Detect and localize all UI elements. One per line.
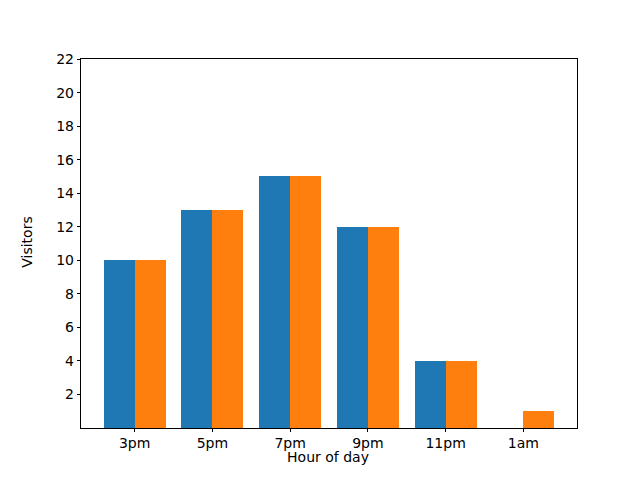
x-axis-label: Hour of day <box>80 449 576 465</box>
y-tick-mark <box>77 327 81 328</box>
bar-orange-11pm <box>446 361 477 428</box>
bar-blue-5pm <box>181 210 212 428</box>
y-tick-label: 4 <box>65 353 74 369</box>
y-tick-label: 14 <box>56 185 74 201</box>
plot-area: 2468101214161820223pm5pm7pm9pm11pm1am <box>80 58 578 429</box>
y-tick-mark <box>77 59 81 60</box>
y-axis-label: Visitors <box>19 216 35 267</box>
bar-orange-3pm <box>135 260 166 428</box>
y-tick-mark <box>77 293 81 294</box>
y-tick-mark <box>77 126 81 127</box>
y-tick-mark <box>77 360 81 361</box>
y-tick-label: 16 <box>56 152 74 168</box>
x-tick-mark <box>212 428 213 432</box>
figure-canvas: 2468101214161820223pm5pm7pm9pm11pm1am Ho… <box>0 0 640 480</box>
x-tick-mark <box>290 428 291 432</box>
x-tick-mark <box>367 428 368 432</box>
y-tick-label: 20 <box>56 85 74 101</box>
x-tick-mark <box>134 428 135 432</box>
y-tick-mark <box>77 92 81 93</box>
y-tick-label: 10 <box>56 252 74 268</box>
x-tick-mark <box>523 428 524 432</box>
y-tick-label: 8 <box>65 286 74 302</box>
y-tick-mark <box>77 394 81 395</box>
y-tick-mark <box>77 159 81 160</box>
bar-orange-7pm <box>290 176 321 428</box>
y-tick-mark <box>77 226 81 227</box>
bar-orange-9pm <box>368 227 399 428</box>
bar-orange-1am <box>523 411 554 428</box>
bar-orange-5pm <box>212 210 243 428</box>
y-tick-mark <box>77 260 81 261</box>
bar-blue-9pm <box>337 227 368 428</box>
y-tick-label: 22 <box>56 51 74 67</box>
y-tick-label: 12 <box>56 219 74 235</box>
y-tick-label: 18 <box>56 118 74 134</box>
y-tick-mark <box>77 193 81 194</box>
y-tick-label: 6 <box>65 319 74 335</box>
y-tick-label: 2 <box>65 386 74 402</box>
bar-blue-11pm <box>415 361 446 428</box>
bar-blue-3pm <box>104 260 135 428</box>
bar-blue-7pm <box>259 176 290 428</box>
x-tick-mark <box>445 428 446 432</box>
